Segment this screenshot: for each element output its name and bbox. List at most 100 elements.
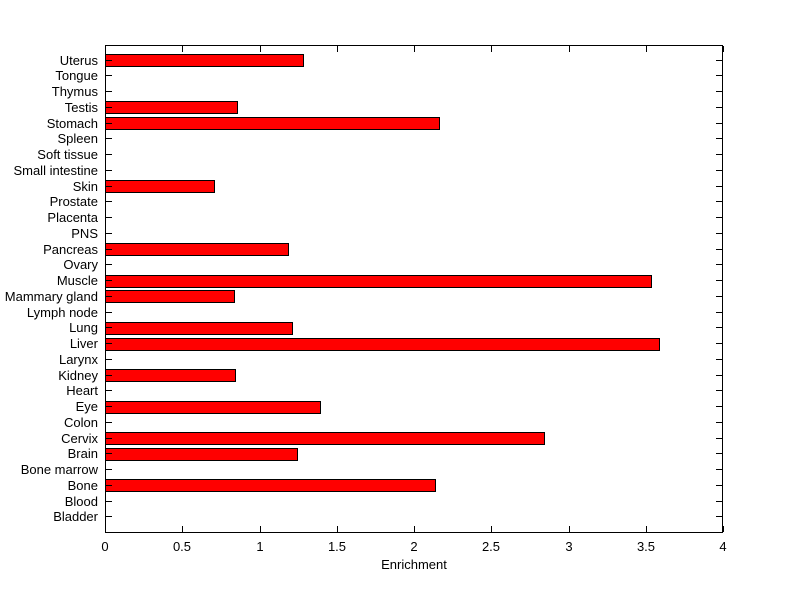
x-axis-tick-label: 2	[410, 539, 418, 554]
axis-tick	[723, 526, 724, 532]
axis-tick	[105, 526, 106, 532]
axis-tick	[716, 485, 722, 486]
y-axis-tick-label: Soft tissue	[37, 147, 98, 162]
bar-brain	[105, 448, 298, 461]
axis-tick	[105, 46, 106, 52]
y-axis-tick-label: Bone marrow	[20, 462, 98, 477]
y-axis-tick-label: Liver	[69, 336, 98, 351]
axis-tick	[106, 359, 112, 360]
y-axis-tick-label: Tongue	[55, 68, 98, 83]
y-axis-tick-label: Testis	[64, 100, 98, 115]
axis-tick	[414, 46, 415, 52]
axis-tick	[716, 516, 722, 517]
axis-tick	[106, 422, 112, 423]
axis-tick	[106, 201, 112, 202]
axis-tick	[716, 343, 722, 344]
x-axis-tick-label: 1	[256, 539, 264, 554]
axis-tick	[716, 327, 722, 328]
y-axis-tick-label: Placenta	[47, 210, 98, 225]
axis-tick	[106, 469, 112, 470]
axis-tick	[182, 46, 183, 52]
axis-tick	[716, 154, 722, 155]
axis-tick	[716, 138, 722, 139]
axis-tick	[716, 233, 722, 234]
y-axis-tick-label: Mammary gland	[4, 289, 98, 304]
axis-tick	[106, 312, 112, 313]
y-axis-tick-label: Colon	[64, 415, 98, 430]
y-axis-tick-label: Pancreas	[43, 242, 98, 257]
axis-tick	[106, 438, 112, 439]
bar-bone	[105, 479, 436, 492]
axis-tick	[716, 280, 722, 281]
axis-tick	[716, 453, 722, 454]
axis-tick	[106, 154, 112, 155]
axis-tick	[106, 501, 112, 502]
axis-tick	[569, 526, 570, 532]
axis-tick	[716, 406, 722, 407]
bar-pancreas	[105, 243, 289, 256]
axis-tick	[716, 217, 722, 218]
bar-muscle	[105, 275, 652, 288]
x-axis-tick-label: 1.5	[327, 539, 347, 554]
y-axis-tick-label: Bladder	[53, 509, 98, 524]
axis-tick	[106, 138, 112, 139]
axis-tick	[716, 501, 722, 502]
x-axis-tick-label: 0.5	[172, 539, 192, 554]
y-axis-tick-label: Lymph node	[26, 305, 98, 320]
y-axis-tick-label: Stomach	[46, 116, 98, 131]
axis-tick	[491, 46, 492, 52]
axis-tick	[106, 406, 112, 407]
axis-tick	[646, 46, 647, 52]
axis-tick	[106, 485, 112, 486]
axis-tick	[716, 60, 722, 61]
y-axis-tick-label: Prostate	[49, 194, 98, 209]
bar-eye	[105, 401, 321, 414]
bar-mammary-gland	[105, 290, 235, 303]
axis-tick	[716, 186, 722, 187]
axis-tick	[716, 469, 722, 470]
bar-lung	[105, 322, 293, 335]
axis-tick	[716, 359, 722, 360]
y-axis-tick-label: Blood	[64, 494, 98, 509]
bar-cervix	[105, 432, 545, 445]
y-axis-tick-label: Brain	[67, 446, 98, 461]
y-axis-tick-label: Eye	[75, 399, 98, 414]
axis-tick	[491, 526, 492, 532]
axis-tick	[337, 46, 338, 52]
axis-tick	[106, 280, 112, 281]
axis-tick	[716, 123, 722, 124]
axis-tick	[716, 264, 722, 265]
bar-stomach	[105, 117, 440, 130]
axis-tick	[716, 91, 722, 92]
y-axis-tick-label: Bone	[67, 478, 98, 493]
y-axis-tick-label: Larynx	[58, 352, 98, 367]
axis-tick	[106, 453, 112, 454]
axis-tick	[337, 526, 338, 532]
axis-tick	[106, 327, 112, 328]
axis-tick	[716, 107, 722, 108]
axis-tick	[716, 170, 722, 171]
axis-tick	[106, 91, 112, 92]
y-axis-tick-label: PNS	[71, 226, 98, 241]
bar-skin	[105, 180, 215, 193]
axis-tick	[106, 60, 112, 61]
axis-tick	[260, 46, 261, 52]
axis-tick	[106, 170, 112, 171]
axis-tick	[716, 375, 722, 376]
axis-tick	[716, 249, 722, 250]
axis-tick	[106, 296, 112, 297]
x-axis-tick-label: 3.5	[636, 539, 656, 554]
axis-tick	[106, 107, 112, 108]
x-axis-title: Enrichment	[381, 557, 447, 572]
bar-uterus	[105, 54, 304, 67]
axis-tick	[716, 296, 722, 297]
axis-tick	[106, 217, 112, 218]
axis-tick	[716, 438, 722, 439]
axis-tick	[716, 422, 722, 423]
y-axis-tick-label: Cervix	[61, 431, 98, 446]
bar-liver	[105, 338, 660, 351]
y-axis-tick-label: Small intestine	[13, 163, 98, 178]
axis-tick	[106, 343, 112, 344]
y-axis-tick-label: Thymus	[51, 84, 98, 99]
